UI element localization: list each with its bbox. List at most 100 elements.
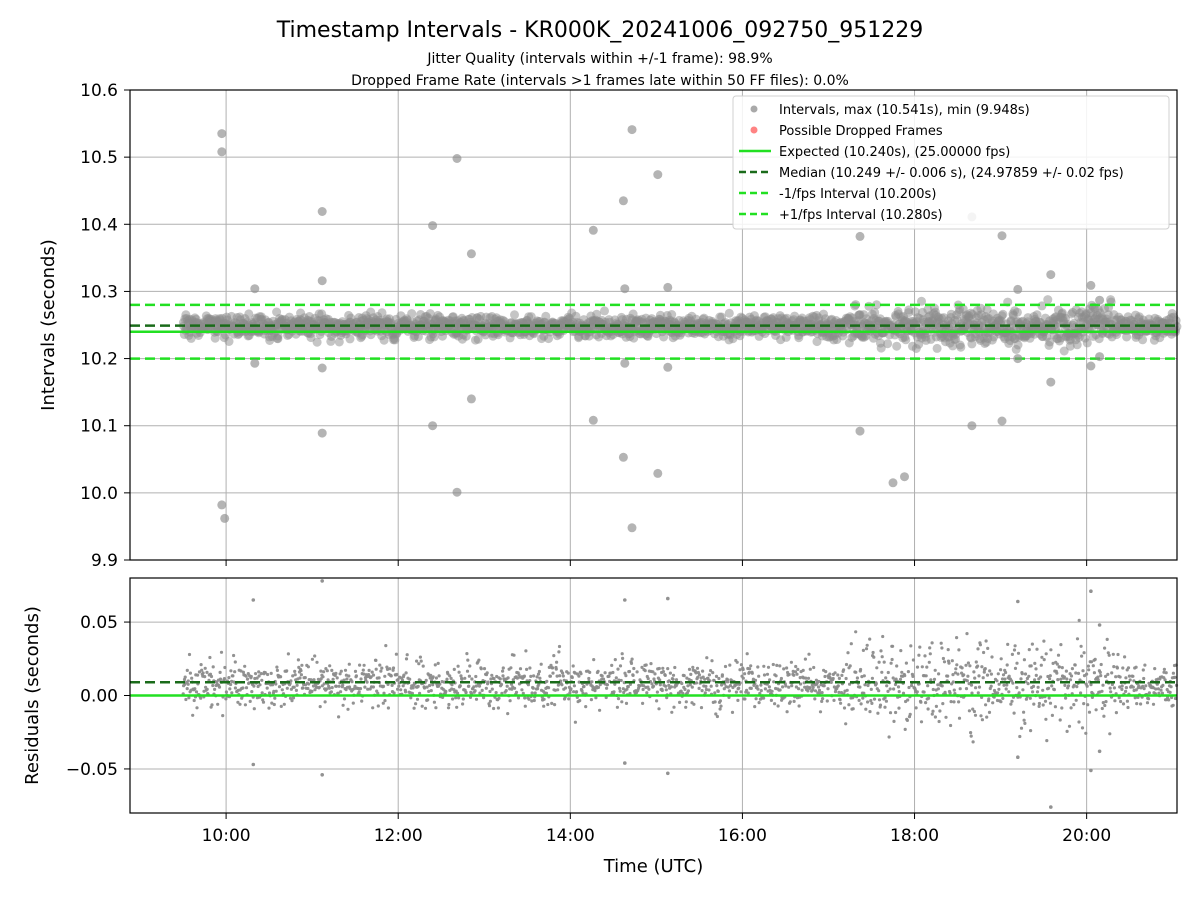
- residuals-band-point: [1081, 669, 1085, 673]
- residuals-band-point: [1127, 674, 1131, 678]
- residuals-band-point: [499, 682, 504, 687]
- residuals-band-point: [1016, 651, 1021, 655]
- residuals-band-point: [1103, 646, 1107, 650]
- residuals-band-point: [694, 681, 699, 685]
- intervals-band-point: [932, 343, 942, 353]
- residuals-band-point: [868, 710, 872, 714]
- residuals-band-point: [243, 703, 247, 707]
- residuals-band-point: [612, 690, 616, 694]
- residuals-band-point: [467, 674, 471, 678]
- residuals-band-point: [864, 707, 868, 711]
- intervals-band-point: [982, 305, 992, 315]
- residuals-band-point: [537, 669, 542, 674]
- intervals-outlier-point: [317, 428, 327, 438]
- residuals-band-point: [884, 676, 888, 680]
- residuals-band-point: [427, 689, 431, 694]
- residuals-band-point: [1159, 688, 1163, 692]
- residuals-band-point: [699, 706, 704, 710]
- residuals-band-point: [806, 676, 811, 680]
- residuals-band-point: [421, 664, 425, 668]
- residuals-band-point: [524, 649, 528, 653]
- residuals-band-point: [696, 670, 701, 675]
- residuals-band-point: [658, 683, 662, 687]
- residuals-band-point: [459, 674, 463, 678]
- residuals-band-point: [1002, 683, 1006, 687]
- residuals-band-point: [743, 697, 747, 701]
- residuals-band-point: [967, 682, 971, 686]
- residuals-band-point: [923, 654, 927, 658]
- residuals-band-point: [560, 683, 564, 687]
- residuals-band-point: [787, 685, 791, 689]
- residuals-band-point: [681, 691, 685, 696]
- intervals-band-point: [541, 311, 551, 321]
- residuals-band-point: [1126, 705, 1130, 710]
- residuals-band-point: [745, 652, 749, 656]
- residuals-band-point: [506, 676, 510, 680]
- residuals-band-point: [804, 676, 808, 680]
- residuals-band-point: [868, 637, 872, 641]
- residuals-band-point: [1041, 703, 1045, 707]
- residuals-band-point: [548, 674, 553, 678]
- residuals-band-point: [363, 685, 367, 689]
- residuals-band-point: [632, 666, 636, 671]
- intervals-outlier-point: [627, 523, 637, 533]
- residuals-band-point: [1068, 672, 1072, 676]
- residuals-band-point: [388, 667, 392, 671]
- residuals-band-point: [803, 657, 808, 661]
- residuals-band-point: [353, 669, 358, 674]
- residuals-band-point: [381, 701, 385, 705]
- residuals-band-point: [187, 652, 192, 657]
- residuals-band-point: [771, 662, 775, 667]
- residuals-band-point: [522, 674, 527, 678]
- residuals-band-point: [468, 664, 472, 668]
- residuals-band-point: [906, 698, 910, 702]
- residuals-band-point: [991, 701, 995, 705]
- residuals-band-point: [216, 702, 220, 706]
- residuals-band-point: [624, 674, 628, 678]
- residuals-band-point: [228, 687, 232, 691]
- intervals-outlier-point: [250, 284, 260, 294]
- legend-marker-intervals: [750, 105, 758, 113]
- residuals-band-point: [986, 646, 990, 651]
- residuals-band-point: [351, 701, 355, 705]
- residuals-band-point: [477, 658, 481, 662]
- residuals-band-point: [227, 676, 231, 680]
- residuals-band-point: [289, 679, 293, 683]
- residuals-band-point: [366, 687, 370, 691]
- residuals-band-point: [812, 665, 816, 670]
- intervals-outlier-point: [627, 125, 637, 135]
- residuals-band-point: [806, 689, 810, 693]
- residuals-band-point: [825, 699, 829, 703]
- residuals-band-point: [530, 699, 534, 703]
- residuals-band-point: [976, 647, 980, 651]
- residuals-band-point: [965, 679, 969, 683]
- residuals-band-point: [298, 676, 302, 680]
- residuals-band-point: [487, 704, 492, 708]
- intervals-outlier-point: [588, 415, 598, 425]
- intervals-outlier-point: [1095, 352, 1105, 362]
- residuals-band-point: [753, 705, 757, 709]
- intervals-band-point: [812, 337, 822, 347]
- intervals-outlier-point: [317, 207, 327, 216]
- residuals-band-point: [213, 687, 217, 692]
- residuals-band-point: [429, 673, 433, 678]
- residuals-band-point: [749, 686, 753, 691]
- residuals-band-point: [976, 664, 980, 668]
- intervals-outlier-point: [466, 249, 476, 259]
- residuals-band-point: [337, 684, 341, 688]
- intervals-band-point: [892, 341, 902, 351]
- residuals-band-point: [769, 698, 774, 703]
- residuals-band-point: [989, 672, 994, 676]
- residuals-band-point: [951, 680, 955, 684]
- residuals-band-point: [241, 670, 245, 674]
- residuals-band-point: [933, 668, 937, 672]
- residuals-band-point: [1015, 661, 1019, 665]
- residuals-band-point: [223, 665, 227, 670]
- residuals-band-point: [800, 688, 804, 692]
- residuals-band-point: [1031, 684, 1036, 689]
- residuals-band-point: [533, 691, 537, 695]
- residuals-band-point: [376, 691, 380, 696]
- residuals-band-point: [1022, 710, 1026, 714]
- residuals-band-point: [582, 684, 586, 689]
- residuals-band-point: [552, 654, 556, 658]
